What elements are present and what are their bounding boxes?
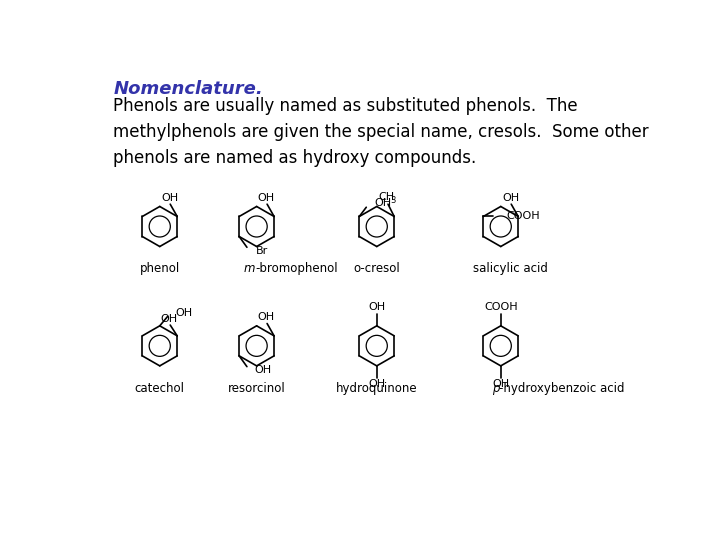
Text: -hydroxybenzoic acid: -hydroxybenzoic acid bbox=[499, 382, 625, 395]
Text: COOH: COOH bbox=[484, 302, 518, 312]
Text: OH: OH bbox=[161, 193, 178, 203]
Text: OH: OH bbox=[258, 193, 275, 203]
Text: Nomenclature.: Nomenclature. bbox=[113, 80, 263, 98]
Text: OH: OH bbox=[492, 379, 509, 389]
Text: Br: Br bbox=[256, 246, 268, 256]
Text: hydroquinone: hydroquinone bbox=[336, 382, 418, 395]
Text: 3: 3 bbox=[390, 196, 395, 205]
Text: OH: OH bbox=[160, 314, 177, 324]
Text: p: p bbox=[492, 382, 499, 395]
Text: catechol: catechol bbox=[135, 382, 185, 395]
Text: OH: OH bbox=[368, 302, 385, 312]
Text: CH: CH bbox=[379, 192, 395, 202]
Text: m: m bbox=[243, 262, 255, 275]
Text: OH: OH bbox=[368, 379, 385, 389]
Text: resorcinol: resorcinol bbox=[228, 382, 286, 395]
Text: -bromophenol: -bromophenol bbox=[255, 262, 338, 275]
Text: OH: OH bbox=[175, 308, 192, 318]
Text: OH: OH bbox=[255, 366, 271, 375]
Text: Phenols are usually named as substituted phenols.  The
methylphenols are given t: Phenols are usually named as substituted… bbox=[113, 97, 649, 166]
Text: phenol: phenol bbox=[140, 262, 180, 275]
Text: OH: OH bbox=[258, 312, 275, 322]
Text: OH: OH bbox=[374, 198, 391, 208]
Text: o-cresol: o-cresol bbox=[354, 262, 400, 275]
Text: COOH: COOH bbox=[507, 211, 540, 221]
Text: salicylic acid: salicylic acid bbox=[472, 262, 547, 275]
Text: OH: OH bbox=[502, 193, 519, 203]
